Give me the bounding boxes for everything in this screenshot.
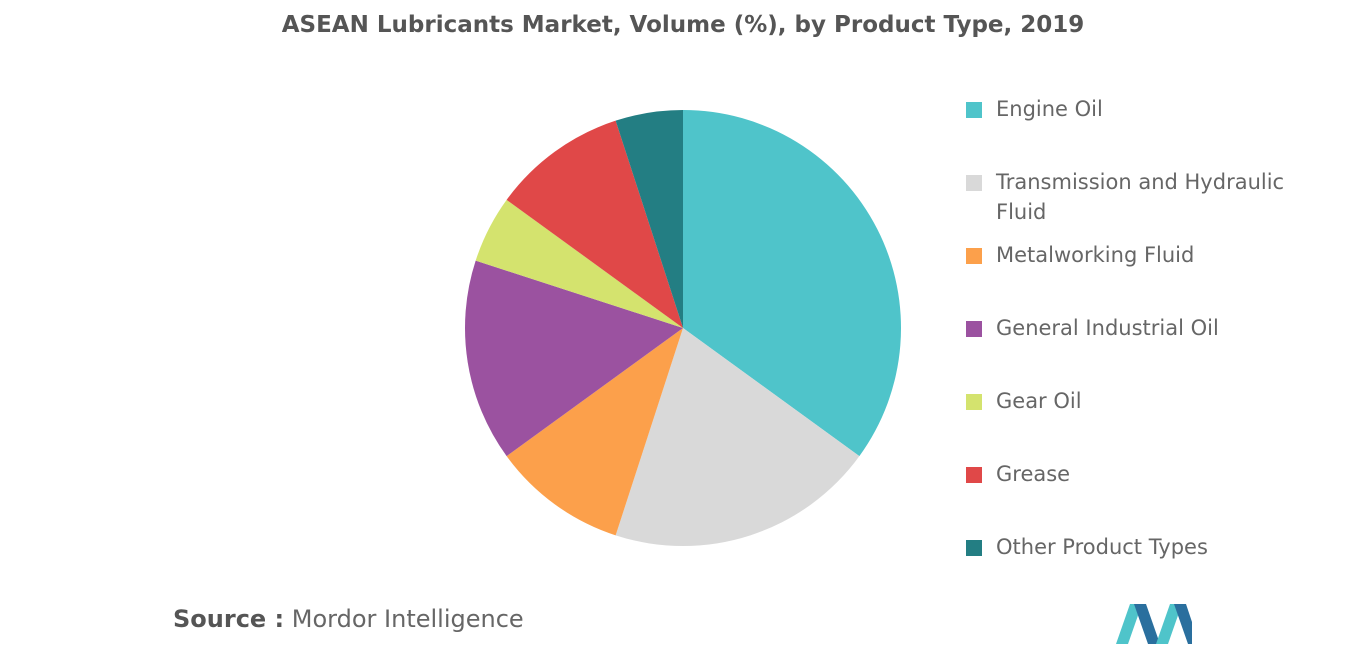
legend-label: Transmission and Hydraulic Fluid <box>996 170 1285 224</box>
legend-swatch <box>966 248 982 264</box>
source-prefix: Source : <box>173 605 285 633</box>
pie-slice-general-industrial-oil <box>464 260 683 457</box>
legend-swatch <box>966 102 982 118</box>
legend-label: Metalworking Fluid <box>996 243 1195 267</box>
logo-mid-stroke <box>1134 604 1160 644</box>
legend-swatch <box>966 321 982 337</box>
legend-swatch <box>966 540 982 556</box>
chart-title: ASEAN Lubricants Market, Volume (%), by … <box>281 12 1085 38</box>
legend-label: Gear Oil <box>996 389 1082 413</box>
logo-left-stroke <box>1116 604 1142 644</box>
pie-slice-engine-oil <box>683 110 902 457</box>
pie-slice-grease <box>506 120 683 328</box>
legend-label: Grease <box>996 462 1071 486</box>
source-note: Source : Mordor Intelligence <box>173 605 524 633</box>
mordor-logo-icon <box>1116 604 1192 644</box>
logo-right-stroke <box>1156 604 1182 644</box>
legend-swatch <box>966 394 982 410</box>
pie-slice-metalworking-fluid <box>506 328 683 536</box>
legend-label: Engine Oil <box>996 97 1103 121</box>
logo-end-stroke <box>1174 604 1192 644</box>
legend-swatch <box>966 467 982 483</box>
source-text: Mordor Intelligence <box>284 605 524 633</box>
pie-slice-transmission-and-hydraulic-fluid <box>615 328 860 547</box>
pie-slice-other-product-types <box>615 110 683 328</box>
pie-chart <box>464 110 902 547</box>
legend-swatch <box>966 175 982 191</box>
legend-label: General Industrial Oil <box>996 316 1219 340</box>
legend-label: Other Product Types <box>996 535 1208 559</box>
pie-slice-gear-oil <box>475 199 683 328</box>
